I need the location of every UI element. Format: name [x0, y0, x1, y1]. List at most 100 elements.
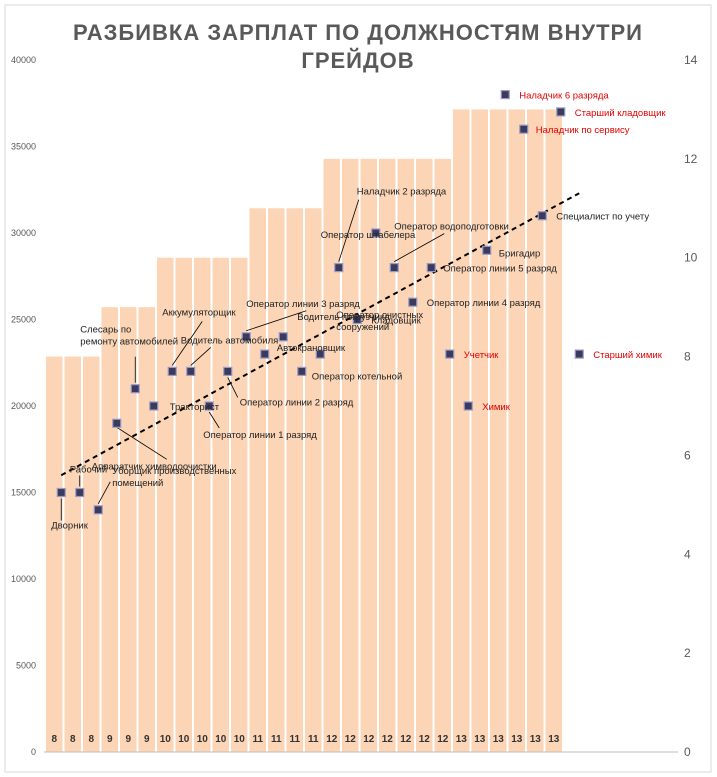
grade-bar-label: 8 [88, 734, 94, 745]
grade-bar-label: 13 [511, 734, 523, 745]
grade-bar-label: 12 [400, 734, 412, 745]
left-axis-tick-label: 35000 [11, 142, 36, 152]
right-axis-tick-label: 8 [684, 350, 691, 364]
grade-bar [175, 257, 192, 752]
grade-bar-label: 8 [51, 734, 57, 745]
salary-point [260, 349, 270, 359]
point-label: Аккумуляторщик [162, 307, 236, 318]
salary-point [186, 366, 196, 376]
grade-bar [120, 307, 137, 752]
grade-bar [471, 109, 488, 752]
point-label: Водитель погрузчика [297, 312, 390, 323]
salary-point [482, 245, 492, 255]
point-label: Старший химик [593, 350, 662, 361]
grade-bar [305, 208, 322, 753]
salary-point [352, 314, 362, 325]
salary-point [556, 107, 566, 117]
point-label: Оператор линии 2 разряд [240, 397, 354, 408]
point-label: Оператор линии 3 разряд [246, 299, 360, 310]
right-axis-tick-label: 6 [684, 448, 691, 462]
grade-bar-label: 13 [474, 734, 486, 745]
point-label: Аппаратчик химводоочистки [92, 461, 217, 472]
right-axis-tick-label: 0 [684, 745, 691, 759]
grade-bar [379, 158, 396, 752]
label-leader-line [394, 233, 445, 262]
left-axis-tick-label: 25000 [11, 315, 36, 325]
grade-bar-label: 9 [125, 734, 131, 745]
grade-bar-label: 10 [178, 734, 190, 745]
grade-bar-label: 13 [530, 734, 542, 745]
salary-point [167, 366, 177, 376]
grade-bar [231, 257, 248, 752]
point-label: Оператор штабелера [321, 230, 416, 241]
salary-point [426, 263, 436, 273]
grade-bar [323, 158, 340, 752]
point-label: Учетчик [464, 350, 500, 361]
right-axis-tick-label: 12 [684, 152, 698, 166]
salary-point [371, 228, 381, 238]
salary-point [204, 401, 214, 411]
salary-point [241, 332, 251, 342]
grade-bar [194, 257, 211, 752]
label-leader-line [190, 347, 212, 366]
grade-bar-label: 13 [456, 734, 468, 745]
point-label: Слесарь по ремонту автомобилей [80, 325, 178, 348]
grade-bar-label: 12 [419, 734, 431, 745]
left-axis-tick-label: 20000 [11, 401, 36, 411]
grade-bar [268, 208, 285, 753]
grade-bar-label: 12 [326, 734, 338, 745]
grade-bar [397, 158, 414, 752]
salary-point [315, 349, 325, 359]
grade-bar-label: 11 [271, 734, 282, 745]
grade-bar [545, 109, 562, 752]
grade-bar [83, 356, 100, 752]
grade-bar [527, 109, 544, 752]
grade-bars: 8 8 8 9 9 9 10 10 10 10 10 11 11 11 11 12 12 12 12 12 12 12 13… [44, 109, 678, 753]
grade-bar [508, 109, 525, 752]
chart-title-line-2: ГРЕЙДОВ [301, 48, 414, 73]
point-label: Оператор очистных сооружений [336, 310, 423, 333]
salary-point [537, 211, 547, 221]
grade-bar [286, 208, 303, 753]
label-leader-line [338, 199, 360, 262]
label-leader-line [227, 377, 239, 398]
point-label: Наладчик 2 разряда [357, 187, 447, 198]
grade-bar-label: 10 [215, 734, 227, 745]
label-leader-line [208, 411, 220, 429]
point-label: Уборщик производственных помещений [112, 466, 236, 489]
point-label: Оператор линии 4 разряд [427, 298, 541, 309]
salary-point [519, 124, 529, 134]
grade-bar [157, 257, 174, 752]
point-label: Оператор котельной [312, 371, 403, 382]
salary-point [149, 401, 159, 411]
point-label: Химик [482, 402, 510, 413]
grade-bar-label: 12 [382, 734, 394, 745]
salary-point [278, 332, 288, 342]
point-label: Водитель автомобиля [181, 335, 279, 346]
salary-point [112, 418, 122, 428]
left-axis-tick-label: 10000 [11, 574, 36, 584]
point-label: Оператор линии 1 разряд [203, 430, 317, 441]
leader-lines [60, 199, 445, 521]
label-leader-line [171, 321, 203, 366]
grade-bar-label: 11 [252, 734, 263, 745]
point-label: Кладовщик [371, 316, 421, 327]
point-label: Тракторист [170, 402, 220, 413]
point-label: Оператор линии 5 разряд [443, 264, 557, 275]
salary-points [56, 89, 584, 515]
salary-point [500, 89, 510, 100]
left-axis-tick-label: 40000 [11, 55, 36, 65]
grade-bar-label: 10 [197, 734, 209, 745]
grade-bar-label: 13 [493, 734, 505, 745]
salary-point [408, 297, 418, 307]
grade-bar-label: 13 [548, 734, 560, 745]
salary-point [463, 401, 473, 411]
right-axis-tick-label: 10 [684, 251, 698, 265]
salary-point [130, 384, 140, 394]
grade-bar [490, 109, 507, 752]
point-label: Старший кладовщик [575, 108, 667, 119]
chart-title-line-1: РАЗБИВКА ЗАРПЛАТ ПО ДОЛЖНОСТЯМ ВНУТРИ [73, 20, 643, 45]
left-axis-tick-label: 15000 [11, 488, 36, 498]
